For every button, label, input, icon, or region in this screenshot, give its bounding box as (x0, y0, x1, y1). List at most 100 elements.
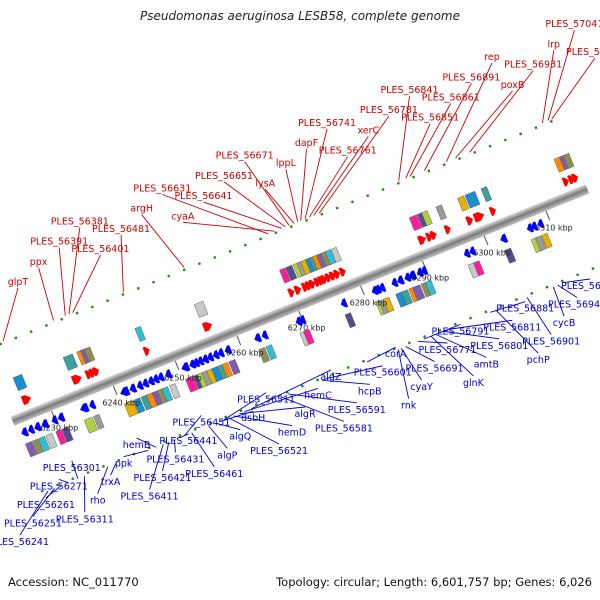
gene-arrow-ples-56841 (416, 235, 427, 246)
gene-block-ples-56261 (38, 435, 51, 452)
tick-label: 6270 kbp (288, 323, 326, 332)
gene-block-hemb (133, 397, 146, 414)
leader-line-ples-56401 (72, 254, 101, 313)
gene-block-trxa (93, 414, 105, 430)
leader-line-ples-56691 (405, 346, 435, 362)
leader-line-pchp (495, 309, 539, 354)
leader-line-ples-56511 (223, 392, 267, 421)
leader-line-ples-56481 (120, 234, 124, 293)
gene-block-ples-56961 (541, 232, 553, 249)
gene-block-ples-56901 (504, 247, 517, 264)
leader-line-ples-56271 (58, 478, 69, 484)
gene-block-ples-56241 (25, 441, 38, 458)
gene-label-dsbh: dsbH (241, 413, 265, 424)
gene-block-ples-56791 (400, 289, 413, 306)
gene-label-xerc: xerC (357, 125, 379, 136)
gene-block-ples-56581 (258, 347, 271, 364)
gene-arrow-glnk (404, 272, 412, 282)
gene-arrow-ples-56771 (391, 277, 399, 288)
gene-label-ples-56811: PLES_56811 (483, 322, 541, 333)
gene-label-ples-56401: PLES_56401 (71, 244, 129, 255)
leader-line-dapf (300, 148, 307, 221)
gene-label-hemb: hemB (123, 440, 151, 451)
gene-arrow-ples-56891 (443, 225, 451, 235)
gene-arrow-ppx (70, 374, 82, 385)
gene-label-hcpb: hcpB (358, 386, 382, 397)
gene-label-lppl: lppL (276, 158, 297, 169)
gene-label-ples-57041: PLES_57041 (545, 19, 600, 30)
leader-line-algr (239, 406, 306, 415)
gene-label-ples-56901: PLES_56901 (522, 337, 580, 348)
gene-arrow-ples-56411 (136, 380, 145, 390)
gene-arrow-ples-56941 (531, 221, 539, 231)
gene-label-ples-56851: PLES_56851 (401, 113, 459, 124)
gene-arrow-algz (224, 344, 233, 355)
leader-line-ples-56761 (309, 156, 349, 218)
tick-mark (360, 285, 365, 296)
leader-line-hemd (233, 415, 293, 426)
gene-arrow-algq (189, 359, 197, 369)
gene-block-ppk (124, 400, 139, 418)
gene-arrow-ples-56671 (308, 279, 316, 290)
gene-label-ppx: ppx (30, 257, 48, 268)
accession-text: Accession: NC_011770 (8, 575, 139, 589)
gene-label-dapf: dapF (295, 138, 318, 149)
gene-arrow-hemb (129, 383, 138, 393)
gene-label-ples-56671: PLES_56671 (216, 151, 274, 162)
gene-block-ples-56251 (31, 438, 44, 455)
gene-label-cyaa: cyaA (171, 211, 195, 222)
gene-arrow-ples-57051 (570, 173, 579, 183)
leader-line-algz (251, 369, 332, 410)
gene-label-ples-56881: PLES_56881 (496, 304, 554, 315)
leader-line-cyaa (182, 221, 275, 232)
gene-block-ples-56631 (279, 267, 291, 284)
gene-label-ples-56301: PLES_56301 (43, 463, 101, 474)
gene-arrow-ples-56761 (328, 271, 336, 281)
tick-mark (112, 385, 118, 396)
leader-line-ples-56671 (244, 161, 290, 226)
gene-label-ples-56941: PLES_56941 (548, 300, 600, 311)
tick-label: 6300 kbp (473, 248, 511, 257)
gene-block-argh (193, 300, 209, 318)
gene-label-ples-56591: PLES_56591 (328, 405, 386, 416)
leader-line-ppk (123, 450, 149, 458)
gene-arrow-ples-56261 (34, 421, 43, 432)
gene-label-ples-56431: PLES_56431 (146, 454, 204, 465)
leader-line-hcpb (322, 379, 370, 385)
gene-label-algp: algP (217, 450, 237, 461)
gene-block-glpt (12, 374, 28, 392)
gene-arrow-ples-56811 (421, 265, 429, 276)
gene-arrow-rho (80, 402, 90, 413)
gene-block-ples-56601 (303, 329, 315, 345)
gene-label-lrp: lrp (547, 39, 560, 50)
gene-label-hemd: hemD (278, 428, 306, 439)
gene-label-ples-56411: PLES_56411 (121, 492, 179, 503)
gene-block-rep (457, 195, 470, 212)
gene-block-poxb (464, 190, 481, 209)
gene-block-ples-56811 (425, 279, 437, 296)
genes (12, 153, 579, 458)
gene-label-glnk: glnK (463, 378, 485, 389)
leader-line-ples-56391 (58, 247, 66, 316)
leader-line-ples-56631 (162, 194, 269, 235)
gene-arrow-cyaa (293, 285, 302, 296)
gene-label-algz: algZ (320, 372, 341, 383)
gene-label-rep: rep (484, 52, 500, 63)
gene-label-ples-56861: PLES_56861 (422, 93, 480, 104)
gene-block-ples-57051 (562, 153, 575, 169)
leader-line-lrp (542, 50, 555, 123)
tick-mark (236, 335, 242, 346)
leader-line-algq (215, 422, 241, 431)
gene-block-algz (228, 359, 241, 376)
gene-arrow-algp (181, 361, 191, 372)
gene-label-ples-56741: PLES_56741 (298, 118, 356, 129)
tick-mark (174, 360, 180, 371)
gene-label-ples-56631: PLES_56631 (133, 184, 191, 195)
tick-label: 6250 kbp (164, 373, 202, 382)
gene-label-ples-56891: PLES_56891 (442, 72, 500, 83)
gene-block-ples-56271 (45, 432, 58, 449)
leader-line-ples-56891 (423, 83, 472, 171)
gene-arrow-xerc (332, 269, 341, 280)
gene-block-ples-56781 (330, 246, 342, 263)
